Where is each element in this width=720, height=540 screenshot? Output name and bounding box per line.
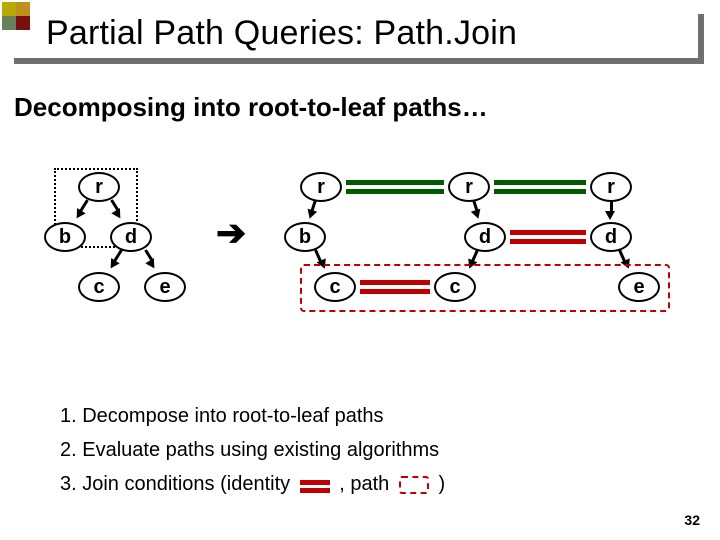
step-3: 3. Join conditions (identity , path ) (60, 468, 445, 500)
decompose-arrow-icon: ➔ (216, 212, 246, 254)
accent-tl (2, 2, 16, 16)
p3-r: r (590, 172, 632, 202)
diagram-area: r b d c e ➔ r b c r d c r d e (0, 150, 720, 370)
accent-bl (2, 16, 16, 30)
leaf-row-highlight (300, 264, 670, 312)
page-number: 32 (684, 512, 700, 528)
node-c-left: c (78, 272, 120, 302)
p2-a1h (471, 209, 483, 221)
eq-d1d2 (510, 230, 586, 244)
p1-b: b (284, 222, 326, 252)
step-1: 1. Decompose into root-to-leaf paths (60, 400, 445, 432)
identity-legend-icon (300, 478, 330, 492)
step-3-b: , path (339, 473, 389, 495)
arrow-de-head (145, 258, 158, 271)
p2-r: r (448, 172, 490, 202)
node-b-left: b (44, 222, 86, 252)
accent-br (16, 16, 30, 30)
p1-a1h (305, 209, 317, 221)
accent-tr (16, 2, 30, 16)
slide-title: Partial Path Queries: Path.Join (46, 14, 517, 53)
eq-r1r2 (346, 180, 444, 194)
step-3-a: 3. Join conditions (identity (60, 473, 290, 495)
p3-a1h (605, 211, 615, 220)
accent-block (2, 2, 30, 30)
node-d-left: d (110, 222, 152, 252)
arrow-dc-head (106, 258, 119, 271)
p1-r: r (300, 172, 342, 202)
path-legend-icon (399, 476, 429, 494)
p2-d: d (464, 222, 506, 252)
steps-list: 1. Decompose into root-to-leaf paths 2. … (60, 400, 445, 502)
node-r-left: r (78, 172, 120, 202)
eq-c1c2 (360, 280, 430, 294)
node-e-left: e (144, 272, 186, 302)
slide-subtitle: Decomposing into root-to-leaf paths… (14, 92, 720, 123)
p3-d: d (590, 222, 632, 252)
title-front: Partial Path Queries: Path.Join (8, 8, 698, 58)
step-3-c: ) (438, 473, 445, 495)
step-2: 2. Evaluate paths using existing algorit… (60, 434, 445, 466)
title-bar: Partial Path Queries: Path.Join (0, 0, 720, 64)
eq-r2r3 (494, 180, 586, 194)
